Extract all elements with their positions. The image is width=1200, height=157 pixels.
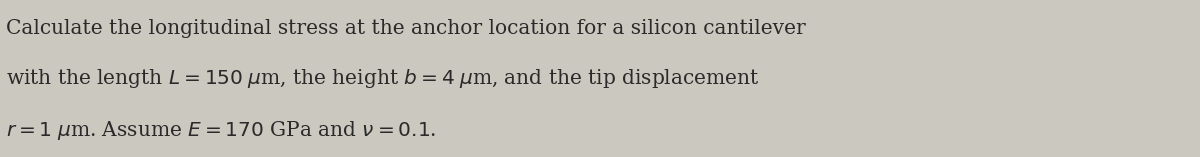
Text: $r = 1\;\mu$m. Assume $E = 170$ GPa and $\nu = 0.1$.: $r = 1\;\mu$m. Assume $E = 170$ GPa and …	[6, 119, 437, 142]
Text: Calculate the longitudinal stress at the anchor location for a silicon cantileve: Calculate the longitudinal stress at the…	[6, 19, 805, 38]
Text: with the length $L = 150\;\mu$m, the height $b = 4\;\mu$m, and the tip displacem: with the length $L = 150\;\mu$m, the hei…	[6, 67, 760, 90]
